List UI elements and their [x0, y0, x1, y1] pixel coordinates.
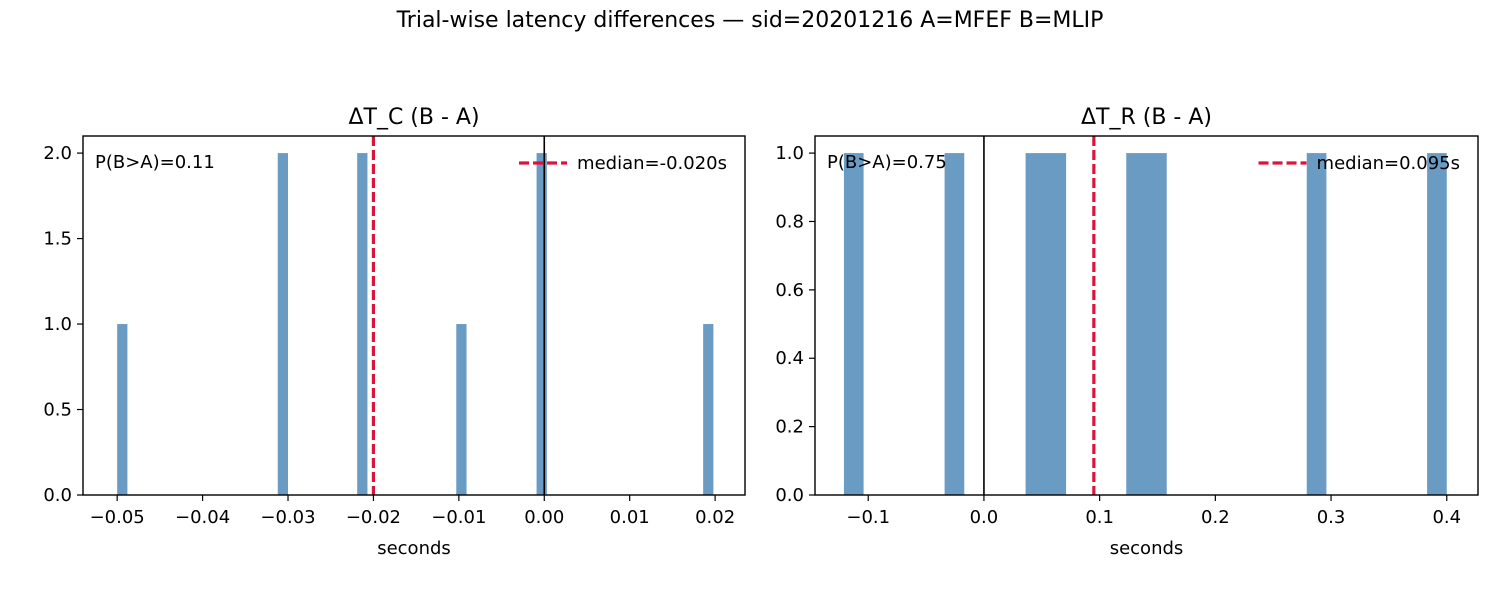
panel-delta-tr: −0.1 0.0 0.1 0.2 0.3 0.4 0.0 0.2 0.4 0.6 0.8 1.0 ΔT_… — [775, 105, 1479, 559]
panel-title: ΔT_C (B - A) — [348, 105, 479, 130]
y-tick-label: 1.5 — [43, 229, 72, 250]
x-tick-label: −0.03 — [260, 507, 315, 528]
x-tick-label: 0.01 — [610, 507, 650, 528]
y-tick-label: 0.6 — [775, 280, 804, 301]
y-tick-label: 0.5 — [43, 400, 72, 421]
panel-title: ΔT_R (B - A) — [1081, 105, 1212, 130]
y-tick-label: 0.2 — [775, 417, 804, 438]
histogram-bar — [536, 153, 547, 495]
x-tick-label: 0.00 — [524, 507, 564, 528]
x-tick-label: 0.2 — [1201, 507, 1230, 528]
x-tick-label: −0.05 — [90, 507, 145, 528]
x-tick-label: 0.4 — [1432, 507, 1461, 528]
histogram-bar — [1306, 153, 1327, 495]
probability-annotation: P(B>A)=0.75 — [827, 152, 947, 173]
x-tick-label: −0.01 — [431, 507, 486, 528]
axes-frame — [82, 135, 746, 496]
legend-label: median=0.095s — [1317, 153, 1460, 174]
y-tick-label: 0.8 — [775, 211, 804, 232]
legend-label: median=-0.020s — [577, 153, 727, 174]
y-tick-label: 0.0 — [43, 485, 72, 506]
y-tick-label: 0.4 — [775, 348, 804, 369]
histogram-bar — [456, 324, 467, 495]
histogram-bar — [703, 324, 714, 495]
y-tick-label: 1.0 — [775, 143, 804, 164]
histogram-bar — [1126, 153, 1167, 495]
histogram-bar — [944, 153, 965, 495]
x-tick-label: −0.1 — [846, 507, 890, 528]
histogram-bar — [277, 153, 289, 495]
axes-frame — [814, 135, 1479, 496]
x-tick-label: 0.3 — [1317, 507, 1346, 528]
y-tick-label: 2.0 — [43, 143, 72, 164]
probability-annotation: P(B>A)=0.11 — [95, 152, 215, 173]
histogram-bar — [1427, 153, 1447, 495]
histogram-bar — [117, 324, 128, 495]
x-axis-label: seconds — [1110, 538, 1184, 559]
histogram-bar — [843, 153, 864, 495]
panel-delta-tc: −0.05 −0.04 −0.03 −0.02 −0.01 0.00 0.01 0.02 0.0… — [43, 105, 746, 559]
y-tick-label: 0.0 — [775, 485, 804, 506]
x-axis-label: seconds — [377, 538, 451, 559]
histogram-bar — [1025, 153, 1067, 495]
x-tick-label: 0.0 — [970, 507, 999, 528]
x-tick-label: 0.1 — [1085, 507, 1114, 528]
x-tick-label: −0.02 — [346, 507, 401, 528]
x-tick-label: −0.04 — [175, 507, 230, 528]
y-tick-label: 1.0 — [43, 314, 72, 335]
figure-suptitle: Trial-wise latency differences — sid=202… — [396, 8, 1104, 33]
x-tick-label: 0.02 — [695, 507, 735, 528]
histogram-bar — [357, 153, 368, 495]
